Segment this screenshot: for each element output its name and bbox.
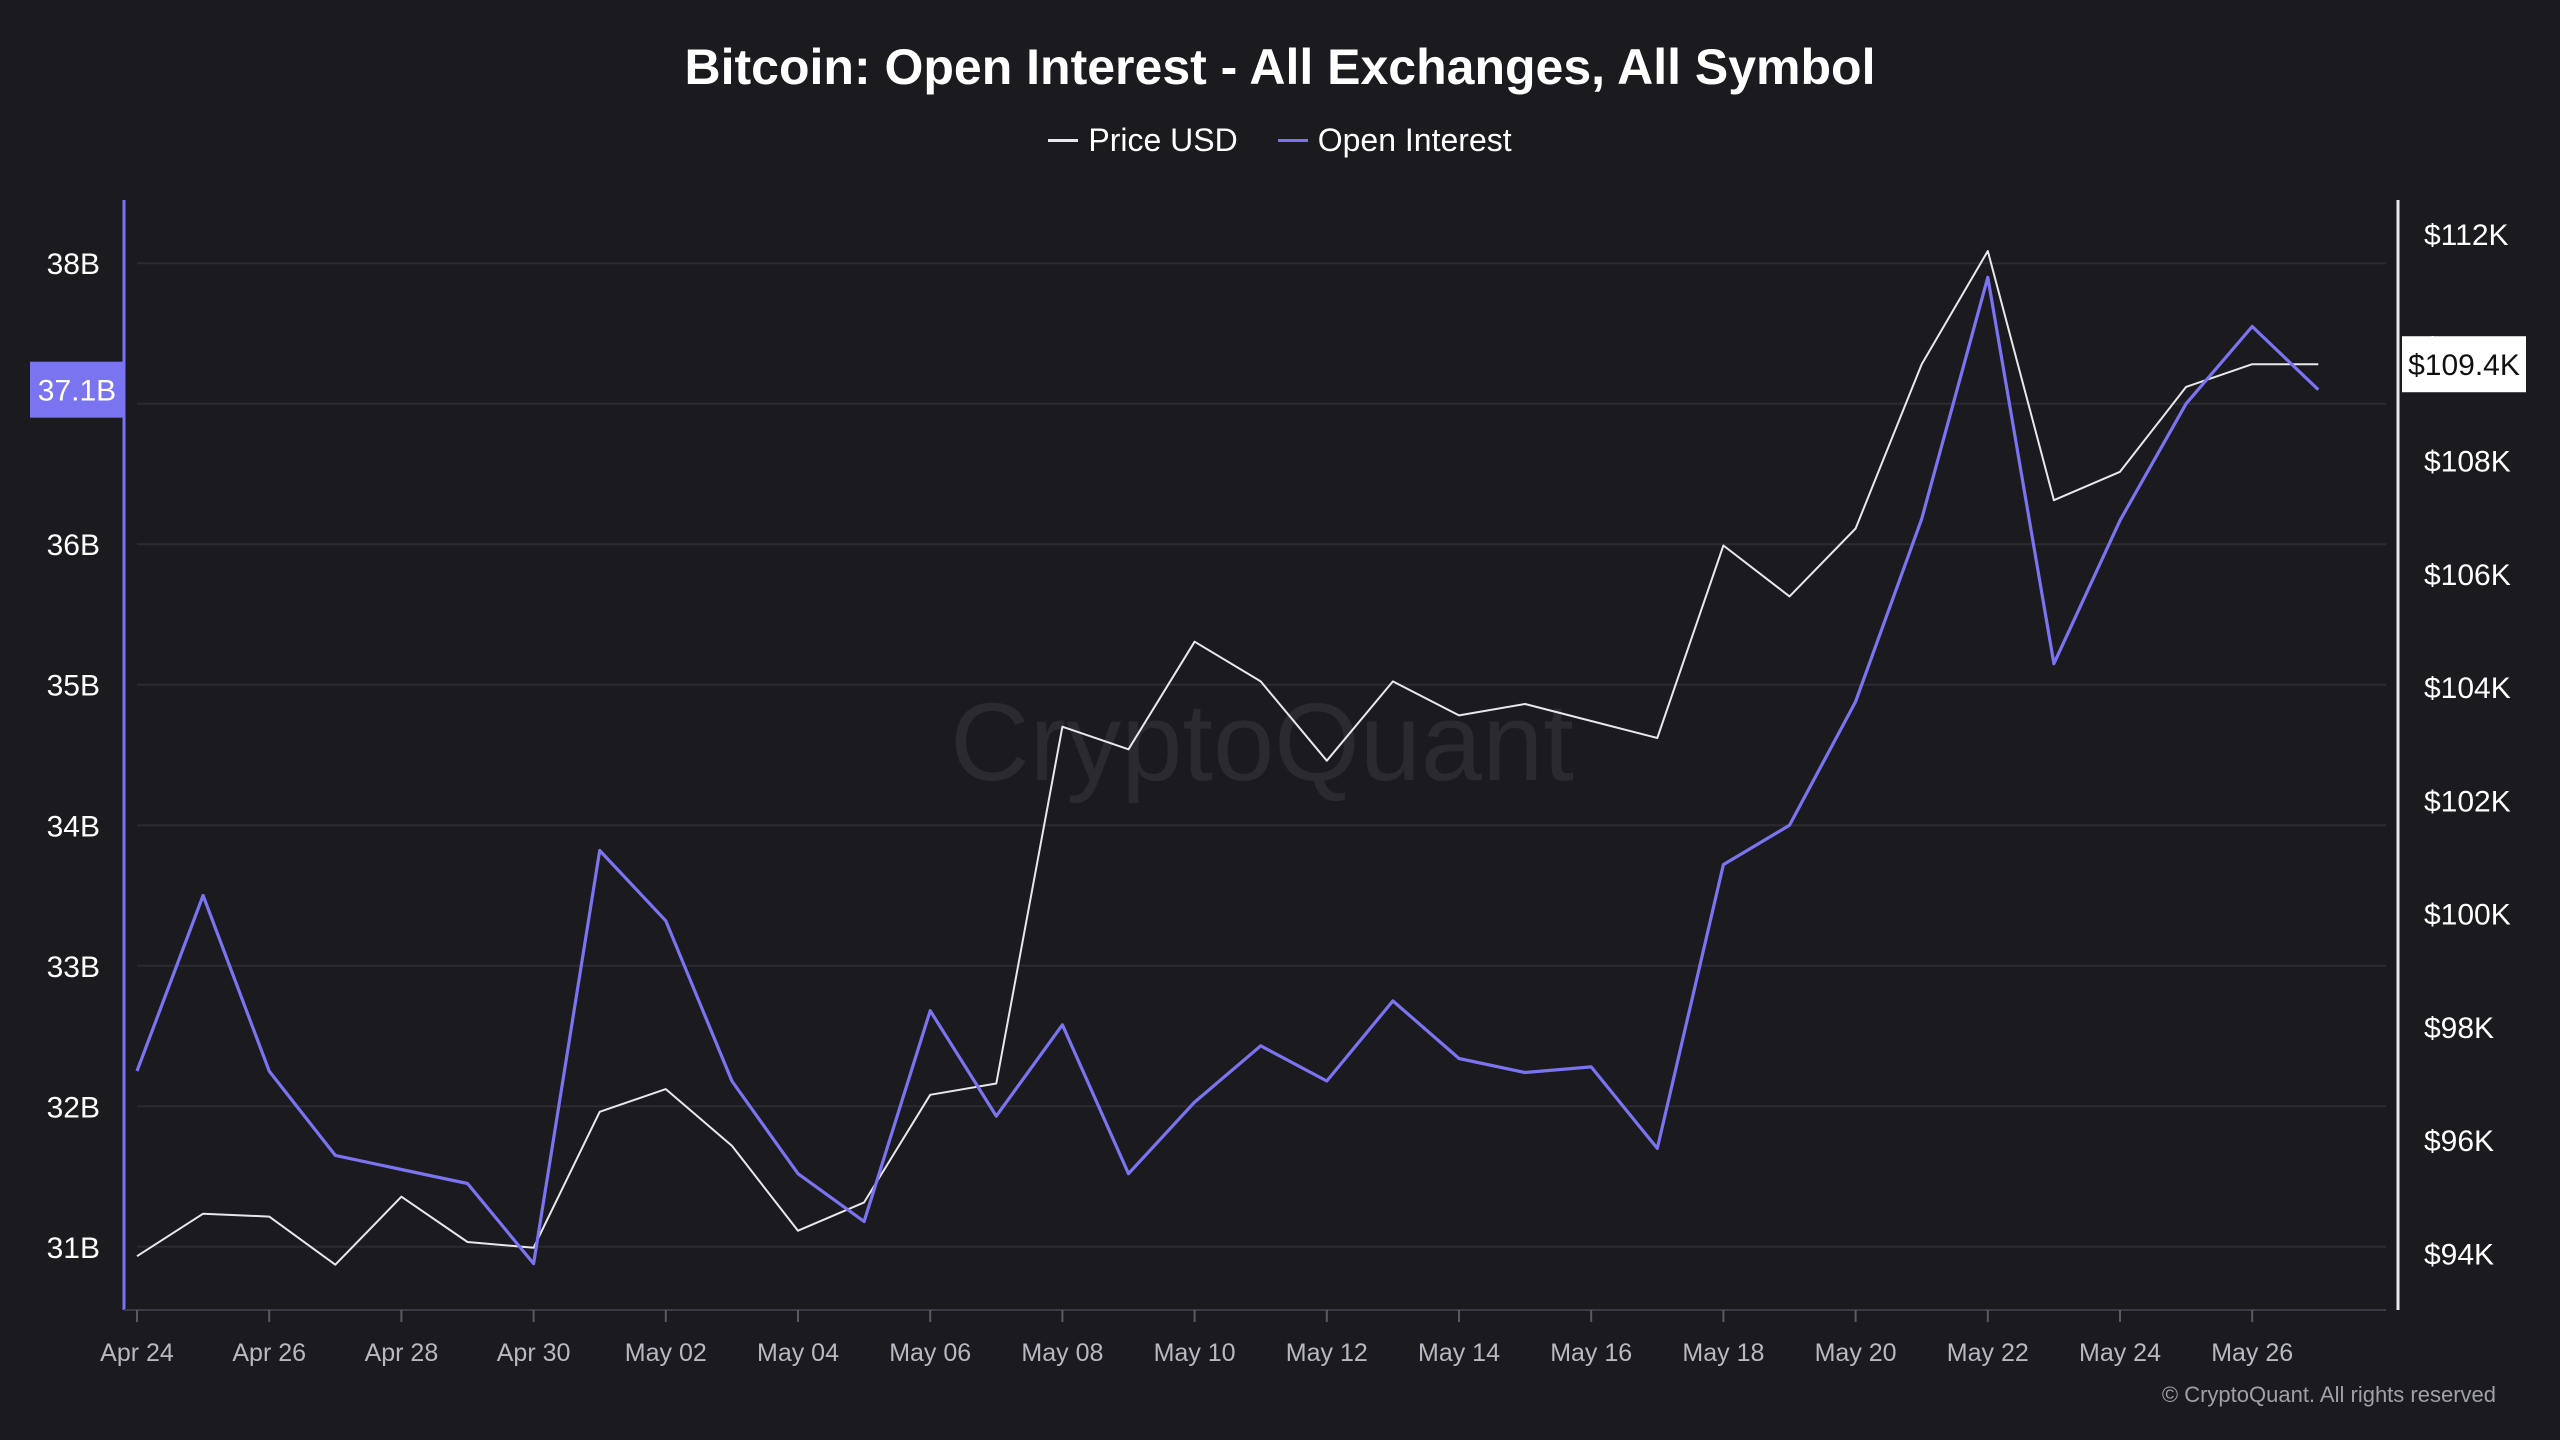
y-left-tick-label: 36B: [47, 529, 100, 562]
y-left-tick-label: 31B: [47, 1232, 100, 1265]
legend: Price USD Open Interest: [0, 122, 2560, 159]
x-tick-label: Apr 24: [100, 1339, 174, 1367]
x-tick-label: May 26: [2211, 1339, 2293, 1367]
y-left-tick-label: 35B: [47, 670, 100, 703]
legend-label-price: Price USD: [1088, 122, 1238, 158]
x-tick-label: May 18: [1682, 1339, 1764, 1367]
x-tick-label: May 22: [1947, 1339, 2029, 1367]
badge-right-value: $109.4K: [2408, 349, 2520, 382]
y-right-tick-label: $98K: [2424, 1012, 2494, 1045]
x-axis-ticks: Apr 24 Apr 26 Apr 28 Apr 30 May 02 May 04 May …: [100, 1310, 2293, 1367]
legend-item-price[interactable]: Price USD: [1048, 122, 1238, 159]
value-badges: 37.1B $109.4K: [30, 336, 2526, 418]
series-line-price[interactable]: [136, 250, 2319, 1266]
y-right-tick-label: $102K: [2424, 785, 2511, 818]
legend-item-open-interest[interactable]: Open Interest: [1277, 122, 1512, 159]
x-tick-label: May 16: [1550, 1339, 1632, 1367]
y-right-tick-label: $108K: [2424, 446, 2511, 479]
x-tick-label: May 24: [2079, 1339, 2161, 1367]
legend-swatch-open-interest: [1277, 139, 1308, 142]
y-left-tick-label: 33B: [47, 951, 100, 984]
y-right-tick-label: $112K: [2424, 219, 2509, 252]
x-tick-label: May 02: [625, 1339, 707, 1367]
y-right-tick-label: $104K: [2424, 672, 2511, 705]
legend-label-open-interest: Open Interest: [1317, 122, 1512, 158]
y-left-tick-label: 38B: [47, 248, 100, 281]
legend-swatch-price: [1048, 139, 1079, 142]
badge-right-bg: [2402, 336, 2526, 393]
y-right-tick-label: $94K: [2424, 1238, 2494, 1271]
x-tick-label: May 06: [889, 1339, 971, 1367]
y-right-tick-label: $100K: [2424, 899, 2511, 932]
chart-title: Bitcoin: Open Interest - All Exchanges, …: [684, 39, 1876, 95]
series-lines: [135, 250, 2320, 1266]
y-left-tick-label: 34B: [47, 810, 100, 843]
badge-left-bg: [30, 361, 124, 418]
x-tick-label: Apr 26: [232, 1339, 306, 1367]
watermark: CryptoQuant: [950, 681, 1574, 804]
x-tick-label: May 12: [1286, 1339, 1368, 1367]
x-tick-label: May 04: [757, 1339, 839, 1367]
y-axis-left-ticks: 31B 32B 33B 34B 35B 36B 38B: [47, 248, 100, 1265]
x-tick-label: Apr 28: [365, 1339, 439, 1367]
y-right-tick-label: $106K: [2424, 559, 2511, 592]
x-tick-label: Apr 30: [497, 1339, 571, 1367]
x-tick-label: May 10: [1154, 1339, 1236, 1367]
series-line-open-interest[interactable]: [135, 275, 2320, 1266]
y-right-tick-label: $96K: [2424, 1125, 2494, 1158]
x-tick-label: May 14: [1418, 1339, 1500, 1367]
copyright-text: © CryptoQuant. All rights reserved: [2161, 1382, 2496, 1407]
x-tick-label: May 20: [1815, 1339, 1897, 1367]
badge-left-value: 37.1B: [38, 375, 116, 408]
y-left-tick-label: 32B: [47, 1091, 100, 1124]
x-tick-label: May 08: [1021, 1339, 1103, 1367]
